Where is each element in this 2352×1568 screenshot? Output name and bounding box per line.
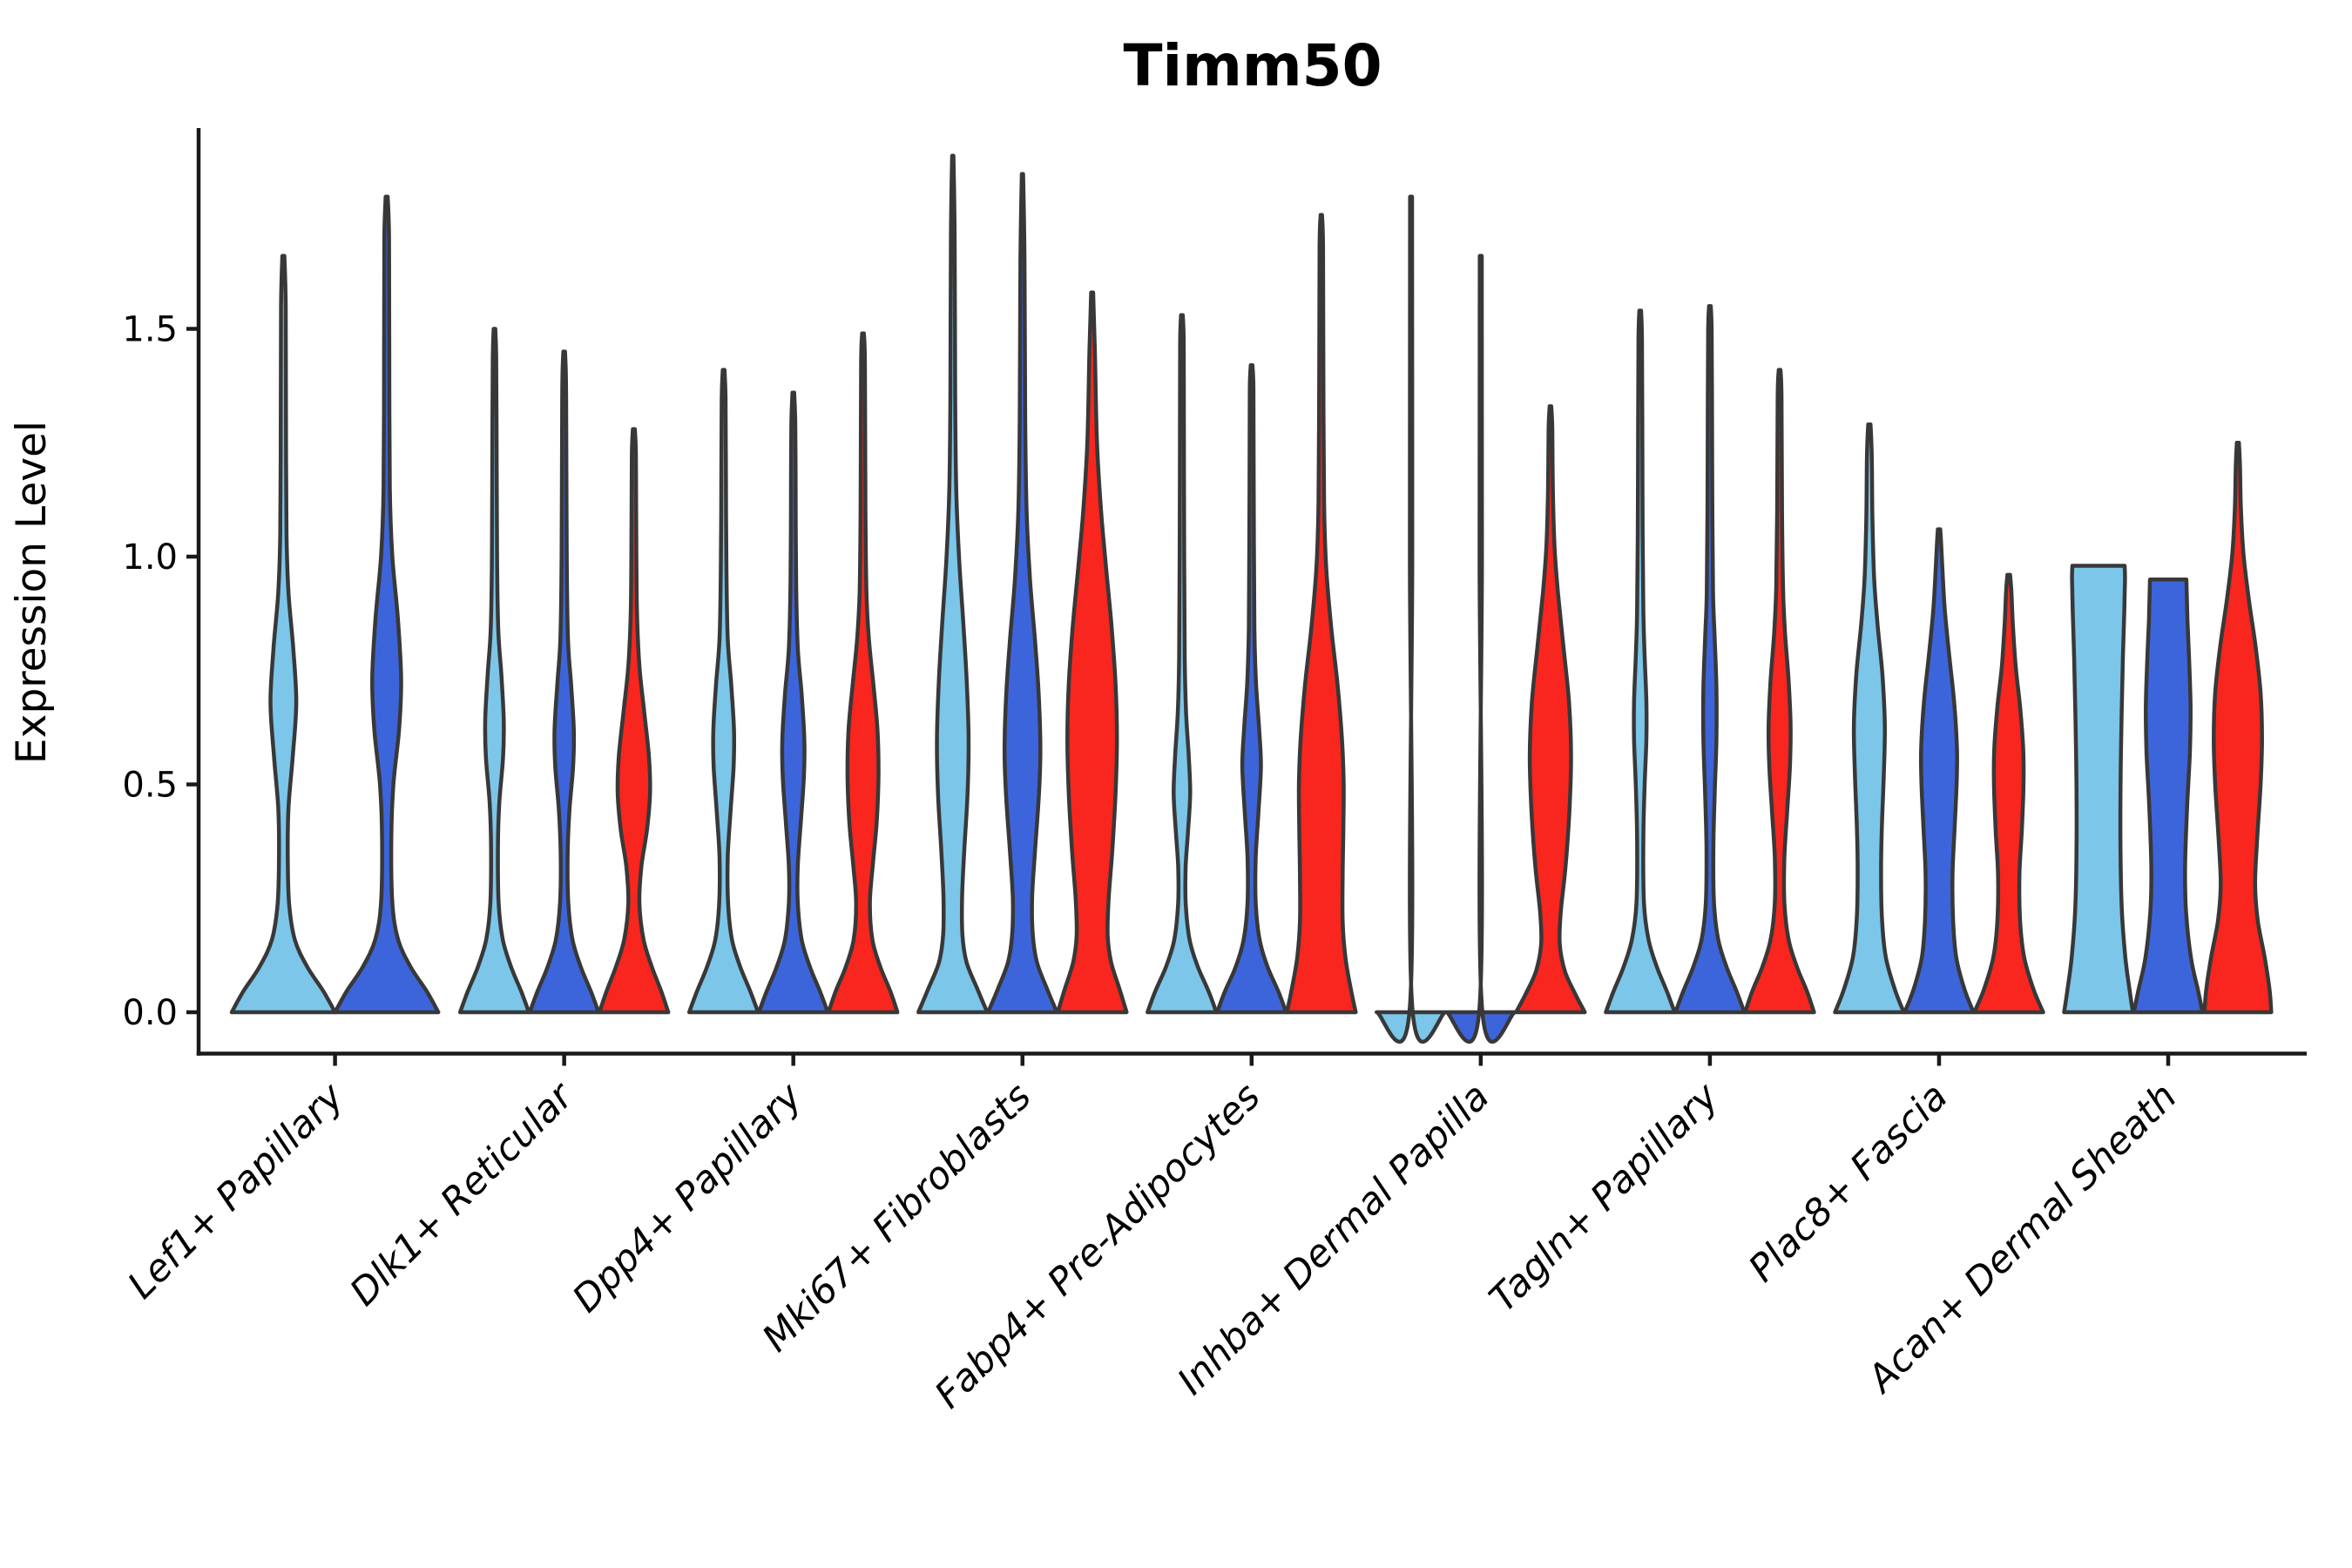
violin-lef1-papillary-royal_blue [333,194,441,1015]
y-axis-label: Expression Level [8,421,56,764]
violin-tagln-papillary-royal_blue [1673,304,1747,1015]
violin-dlk1-reticular-royal_blue [527,349,601,1015]
y-tick-label: 0.0 [122,993,178,1033]
violin-dpp4-papillary-red [826,331,900,1015]
violin-tagln-papillary-light_blue [1604,308,1677,1015]
violin-inhba-dermal-papilla-red [1514,404,1587,1015]
violin-tagln-papillary-red [1743,368,1816,1015]
y-tick-labels: 0.0 0.5 1.0 1.5 [122,310,178,1034]
violin-dlk1-reticular-light_blue [457,327,531,1015]
violin-acan-dermal-sheath-royal_blue [2132,577,2205,1015]
violin-mki67-fibroblasts-red [1056,290,1129,1015]
x-tick-label-plac8-fascia: Plac8+ Fascia [1740,1075,1957,1291]
violin-inhba-dermal-papilla-royal_blue [1444,253,1517,1044]
violin-dlk1-reticular-red [597,427,671,1015]
violin-fabp4-pre-adipocytes-red [1285,213,1358,1015]
violin-acan-dermal-sheath-red [2202,441,2274,1015]
x-tick-label-lef1-papillary: Lef1+ Papillary [119,1075,352,1308]
violin-lef1-papillary-light_blue [229,253,337,1015]
violin-fabp4-pre-adipocytes-light_blue [1146,313,1219,1015]
x-tick-label-dpp4-papillary: Dpp4+ Papillary [564,1075,811,1321]
violin-plac8-fascia-red [1972,572,2045,1015]
violin-inhba-dermal-papilla-light_blue [1375,194,1448,1044]
axes-layer [186,128,2307,1066]
x-tick-label-tagln-papillary: Tagln+ Papillary [1481,1075,1727,1321]
chart-title: Timm50 [1123,32,1382,99]
y-tick-label: 1.5 [122,310,178,350]
violin-mki67-fibroblasts-light_blue [916,153,990,1015]
violins-layer [229,153,2274,1044]
y-tick-label: 0.5 [122,766,178,806]
x-tick-label-dlk1-reticular: Dlk1+ Reticular [341,1073,583,1315]
violin-dpp4-papillary-light_blue [686,368,760,1015]
violin-fabp4-pre-adipocytes-royal_blue [1215,363,1288,1015]
y-tick-label: 1.0 [122,537,178,578]
violin-dpp4-papillary-royal_blue [756,390,830,1015]
violin-acan-dermal-sheath-light_blue [2062,564,2135,1015]
violin-plac8-fascia-royal_blue [1903,527,1976,1015]
violin-mki67-fibroblasts-royal_blue [986,172,1059,1015]
violin-plac8-fascia-light_blue [1833,422,1906,1015]
